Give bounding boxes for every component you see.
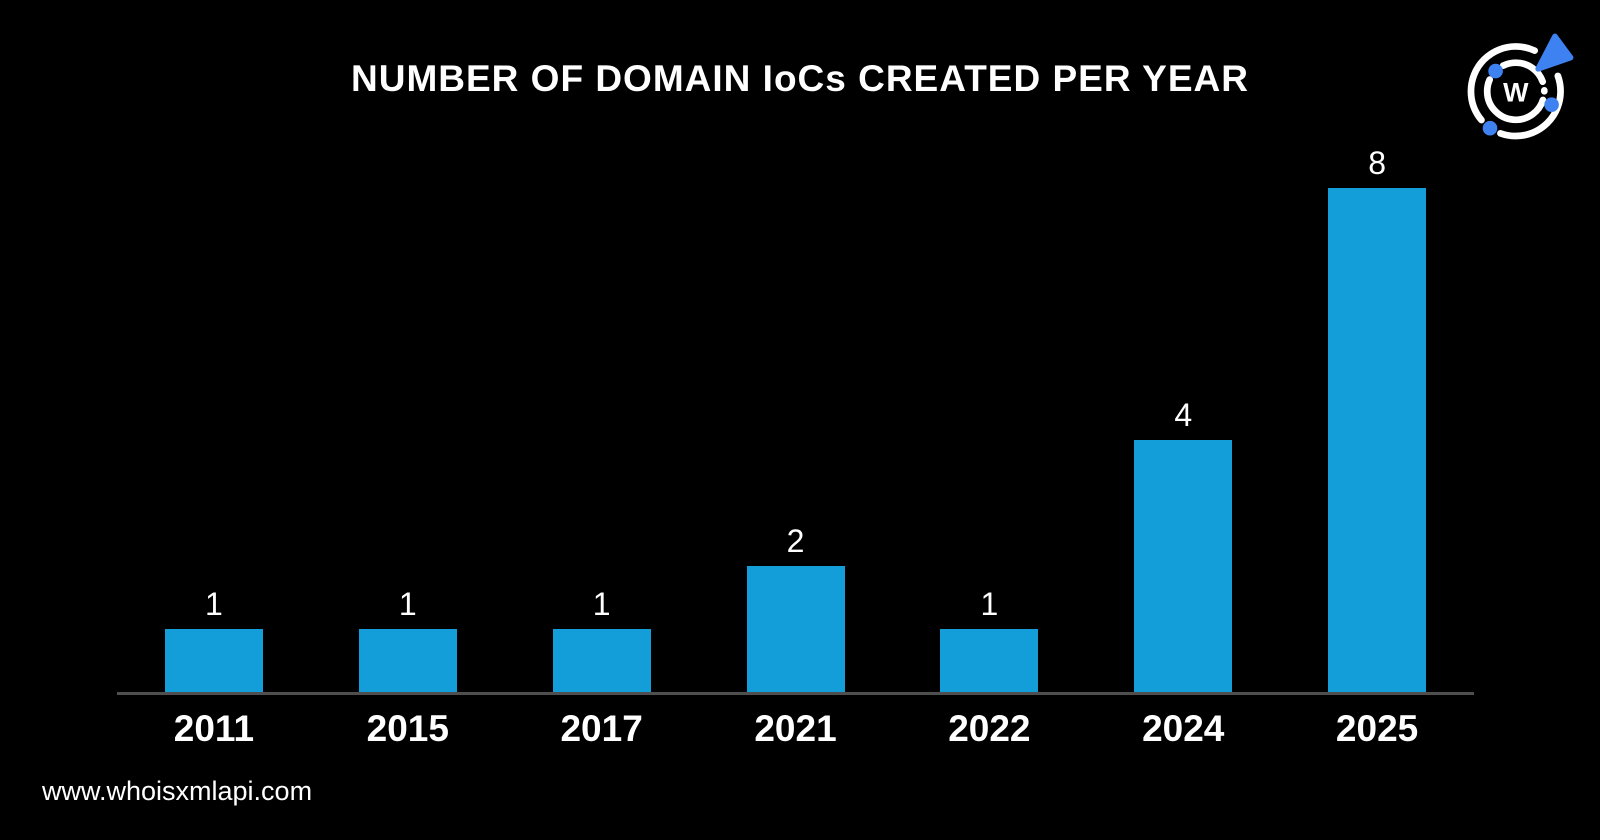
bar-value-label-2015: 1 — [398, 586, 417, 622]
website-url: www.whoisxmlapi.com — [42, 776, 313, 806]
x-axis-label-2015: 2015 — [366, 708, 449, 749]
bar-2021 — [746, 566, 845, 692]
bar-value-label-2024: 4 — [1174, 397, 1193, 433]
bar-column-2017: 1 — [505, 130, 699, 692]
chart-title: NUMBER OF DOMAIN IoCs CREATED PER YEAR — [351, 58, 1249, 99]
bar-column-2015: 1 — [311, 130, 505, 692]
bar-column-2021: 2 — [699, 130, 893, 692]
plot-area: 1 1 1 2 1 4 8 — [117, 130, 1474, 692]
bar-2024 — [1134, 440, 1233, 692]
bar-column-2022: 1 — [892, 130, 1086, 692]
x-axis-label-2021: 2021 — [754, 708, 837, 749]
x-axis-label-2011: 2011 — [173, 708, 255, 749]
x-axis-label-2024: 2024 — [1142, 708, 1225, 749]
x-axis-labels: 2011 2015 2017 2021 2022 2024 2025 — [117, 695, 1474, 750]
bar-chart: 1 1 1 2 1 4 8 2011 2015 2017 2021 2022 2024 2025 — [117, 130, 1474, 750]
x-axis-label-2017: 2017 — [560, 708, 643, 749]
bar-2022 — [940, 629, 1039, 692]
x-axis-line — [117, 692, 1474, 695]
logo-dot-bottom-left — [1482, 120, 1498, 136]
bar-column-2024: 4 — [1086, 130, 1280, 692]
whoisxmlapi-logo-icon: W — [1467, 33, 1574, 140]
bar-value-label-2022: 1 — [980, 586, 999, 622]
bar-column-2025: 8 — [1280, 130, 1474, 692]
bar-value-label-2021: 2 — [786, 523, 805, 559]
bar-2025 — [1328, 188, 1427, 692]
logo-outer-ring — [1467, 43, 1564, 140]
logo-dot-upper-left — [1488, 63, 1503, 79]
bar-value-label-2017: 1 — [592, 586, 611, 622]
bar-2011 — [164, 629, 263, 692]
whoisxmlapi-logo: W — [1462, 33, 1574, 145]
bar-value-label-2025: 8 — [1368, 145, 1386, 181]
x-axis-label-2022: 2022 — [948, 708, 1031, 749]
bar-column-2011: 1 — [117, 130, 311, 692]
bar-2015 — [358, 629, 457, 692]
logo-radar-beam — [1535, 33, 1574, 72]
logo-inner-ring — [1483, 59, 1548, 124]
logo-letter: W — [1503, 77, 1529, 107]
x-axis-label-2025: 2025 — [1335, 708, 1419, 749]
logo-dot-right — [1544, 97, 1559, 112]
bar-2017 — [552, 629, 651, 692]
bar-value-label-2011: 1 — [205, 586, 223, 622]
